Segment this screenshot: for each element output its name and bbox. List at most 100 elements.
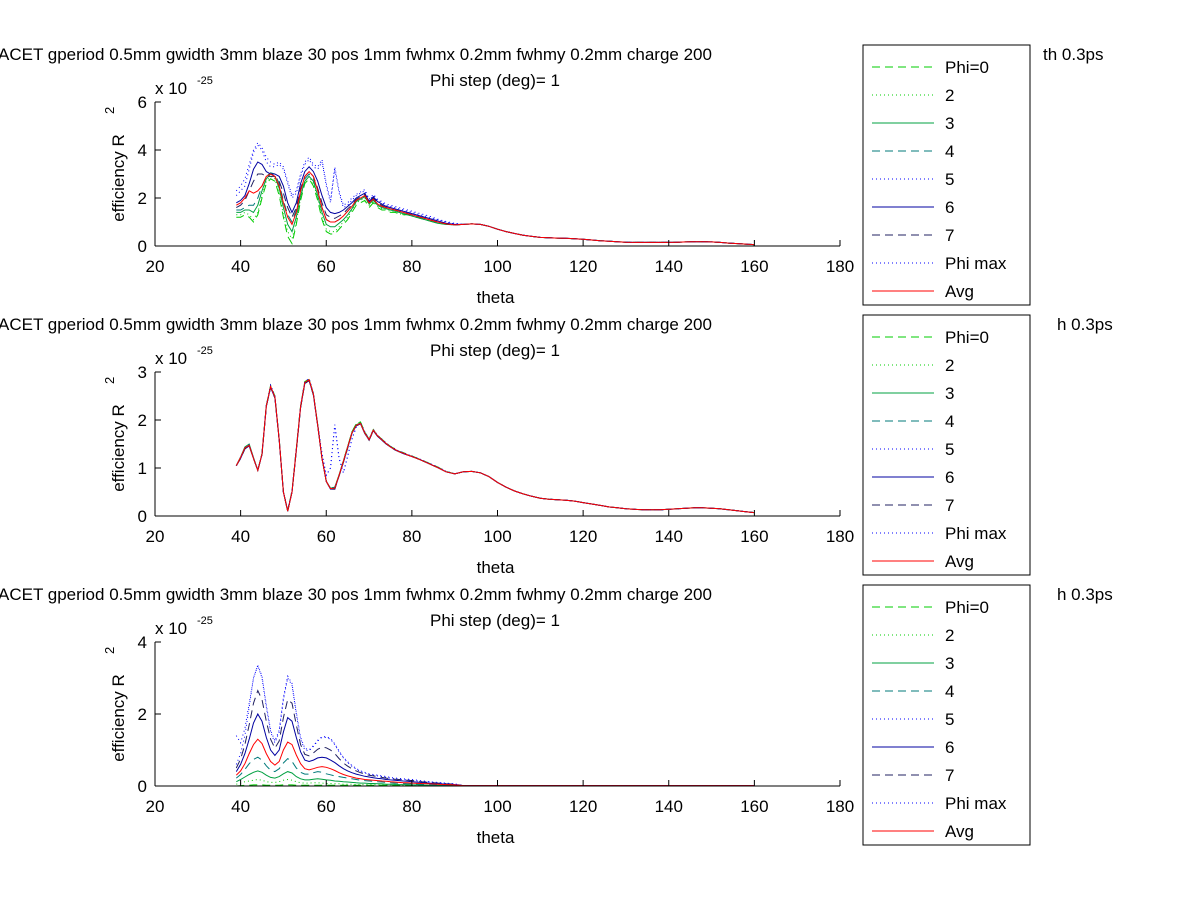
x-tick-label: 120 bbox=[569, 527, 597, 546]
chart-subtitle: Phi step (deg)= 1 bbox=[430, 71, 560, 90]
y-multiplier: x 10 bbox=[155, 349, 187, 368]
x-tick-label: 20 bbox=[146, 797, 165, 816]
x-axis-label: theta bbox=[477, 558, 515, 577]
y-axis-label-group: efficiency R 2 bbox=[102, 107, 128, 222]
y-axis-label-exponent: 2 bbox=[102, 377, 117, 384]
series-line-7 bbox=[235, 689, 755, 787]
y-multiplier-exponent: -25 bbox=[197, 75, 213, 87]
x-tick-label: 60 bbox=[317, 797, 336, 816]
x-tick-label: 80 bbox=[402, 257, 421, 276]
x-tick-label: 100 bbox=[483, 257, 511, 276]
chart-title-tail: h 0.3ps bbox=[1057, 585, 1113, 604]
x-tick-label: 20 bbox=[146, 527, 165, 546]
y-axis-label-exponent: 2 bbox=[102, 647, 117, 654]
chart-title-tail: th 0.3ps bbox=[1043, 45, 1104, 64]
y-multiplier-exponent: -25 bbox=[197, 615, 213, 627]
y-axis-label: efficiency R bbox=[109, 134, 128, 222]
y-tick-label: 3 bbox=[138, 363, 147, 382]
y-multiplier-exponent: -25 bbox=[197, 345, 213, 357]
series-line-6 bbox=[236, 161, 755, 246]
y-tick-label: 0 bbox=[138, 777, 147, 796]
legend-label: 2 bbox=[945, 86, 954, 105]
x-tick-label: 60 bbox=[317, 257, 336, 276]
legend-label: Phi=0 bbox=[945, 328, 989, 347]
legend-label: 3 bbox=[945, 654, 954, 673]
x-tick-label: 60 bbox=[317, 527, 336, 546]
legend-box bbox=[862, 584, 1031, 846]
chart-subtitle: Phi step (deg)= 1 bbox=[430, 611, 560, 630]
chart-title: ACET gperiod 0.5mm gwidth 3mm blaze 30 p… bbox=[0, 585, 712, 604]
legend-label: Phi=0 bbox=[945, 58, 989, 77]
series-line-8 bbox=[235, 141, 755, 246]
x-tick-label: 140 bbox=[655, 257, 683, 276]
x-axis-label: theta bbox=[477, 288, 515, 307]
legend-label: Avg bbox=[945, 822, 974, 841]
series-line-4 bbox=[235, 756, 755, 787]
series-line-5 bbox=[235, 663, 755, 787]
x-tick-label: 120 bbox=[569, 257, 597, 276]
legend-label: 3 bbox=[945, 384, 954, 403]
y-tick-label: 6 bbox=[138, 93, 147, 112]
chart-title-tail: h 0.3ps bbox=[1057, 315, 1113, 334]
x-tick-label: 140 bbox=[655, 527, 683, 546]
y-multiplier: x 10 bbox=[155, 619, 187, 638]
legend: Phi=0 2 3 4 5 6 7 Phi max Avg bbox=[862, 44, 1031, 306]
legend-label: 5 bbox=[945, 440, 954, 459]
x-axis-label: theta bbox=[477, 828, 515, 847]
subplot-2: 20 40 60 80 100 120 140 160 180 0 1 2 3 x 10 -25 theta e… bbox=[0, 314, 1113, 577]
series-line-5 bbox=[235, 144, 755, 246]
y-axis-label-exponent: 2 bbox=[102, 107, 117, 114]
x-tick-label: 100 bbox=[483, 797, 511, 816]
x-tick-label: 80 bbox=[402, 527, 421, 546]
legend-label: 4 bbox=[945, 142, 954, 161]
legend: Phi=0 2 3 4 5 6 7 Phi max Avg bbox=[862, 584, 1031, 846]
legend-label: 6 bbox=[945, 738, 954, 757]
legend-box bbox=[862, 314, 1031, 576]
legend-label: Phi max bbox=[945, 254, 1007, 273]
series-line-2 bbox=[236, 778, 755, 787]
legend-label: 4 bbox=[945, 682, 954, 701]
legend-label: 7 bbox=[945, 226, 954, 245]
legend-label: 7 bbox=[945, 766, 954, 785]
series-line-9 bbox=[235, 378, 755, 514]
series-line-3 bbox=[236, 173, 755, 246]
y-tick-label: 2 bbox=[138, 189, 147, 208]
legend-label: Phi max bbox=[945, 794, 1007, 813]
y-tick-label: 0 bbox=[138, 237, 147, 256]
x-tick-label: 180 bbox=[826, 797, 854, 816]
series-line-6 bbox=[235, 712, 755, 787]
legend-label: 7 bbox=[945, 496, 954, 515]
y-tick-label: 2 bbox=[138, 705, 147, 724]
x-tick-label: 80 bbox=[402, 797, 421, 816]
chart-title: ACET gperiod 0.5mm gwidth 3mm blaze 30 p… bbox=[0, 315, 712, 334]
series-line-2 bbox=[236, 175, 755, 246]
legend-label: 6 bbox=[945, 198, 954, 217]
series-line-1 bbox=[236, 784, 755, 787]
y-tick-label: 1 bbox=[138, 459, 147, 478]
series-line-9 bbox=[236, 170, 755, 246]
legend-label: Phi=0 bbox=[945, 598, 989, 617]
y-axis-label-group: efficiency R 2 bbox=[102, 647, 128, 762]
x-tick-label: 20 bbox=[146, 257, 165, 276]
legend-label: Avg bbox=[945, 552, 974, 571]
chart-subtitle: Phi step (deg)= 1 bbox=[430, 341, 560, 360]
legend-label: Avg bbox=[945, 282, 974, 301]
subplot-1: 20 40 60 80 100 120 140 160 180 0 2 4 6 x 10 -25 theta e… bbox=[0, 44, 1104, 307]
legend-label: 3 bbox=[945, 114, 954, 133]
x-tick-label: 180 bbox=[826, 257, 854, 276]
x-tick-label: 120 bbox=[569, 797, 597, 816]
x-tick-label: 100 bbox=[483, 527, 511, 546]
series-line-9 bbox=[235, 738, 755, 787]
x-tick-label: 40 bbox=[231, 797, 250, 816]
legend: Phi=0 2 3 4 5 6 7 Phi max Avg bbox=[862, 314, 1031, 576]
x-tick-label: 180 bbox=[826, 527, 854, 546]
y-axis-label-group: efficiency R 2 bbox=[102, 377, 128, 492]
y-tick-label: 4 bbox=[138, 141, 147, 160]
legend-label: 2 bbox=[945, 626, 954, 645]
y-tick-label: 2 bbox=[138, 411, 147, 430]
legend-label: 6 bbox=[945, 468, 954, 487]
x-tick-label: 160 bbox=[740, 797, 768, 816]
chart-title: ACET gperiod 0.5mm gwidth 3mm blaze 30 p… bbox=[0, 45, 712, 64]
subplot-3: 20 40 60 80 100 120 140 160 180 0 2 4 x 10 -25 theta ef… bbox=[0, 584, 1113, 847]
